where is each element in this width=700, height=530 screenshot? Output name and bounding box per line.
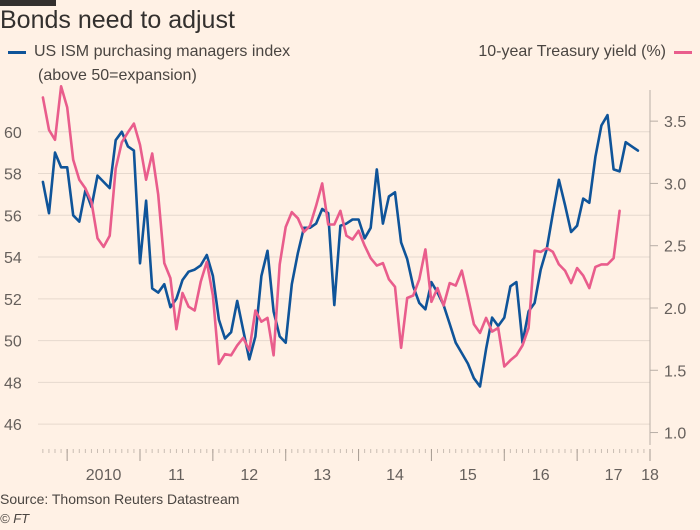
y-left-tick-label: 50 — [4, 334, 22, 351]
yield-legend-swatch — [674, 50, 692, 54]
x-tick-label: 13 — [313, 467, 331, 484]
y-right-tick-label: 1.0 — [664, 426, 686, 443]
ism-legend-swatch — [8, 50, 26, 54]
ism-legend-label: US ISM purchasing managers index — [34, 43, 291, 60]
x-tick-label: 2010 — [86, 467, 122, 484]
y-axis-left: 46 48 50 52 54 56 58 60 — [4, 125, 22, 434]
brand-bar — [0, 0, 56, 6]
y-right-tick-label: 1.5 — [664, 363, 686, 380]
yield-series-line — [41, 85, 621, 368]
y-left-tick-label: 48 — [4, 375, 22, 392]
x-tick-label: 14 — [386, 467, 404, 484]
legend-ism: US ISM purchasing managers index (above … — [8, 40, 290, 88]
y-left-tick-label: 54 — [4, 250, 22, 267]
y-left-tick-label: 56 — [4, 208, 22, 225]
chart-title: Bonds need to adjust — [0, 6, 235, 34]
x-tick-label: 17 — [605, 467, 623, 484]
source-note: Source: Thomson Reuters Datastream — [0, 491, 240, 507]
legend-yield: 10-year Treasury yield (%) — [478, 40, 692, 64]
x-tick-label: 11 — [168, 467, 185, 484]
ft-credit: © FT — [0, 511, 30, 526]
y-right-tick-label: 3.0 — [664, 176, 686, 193]
x-tick-label: 18 — [641, 467, 659, 484]
ism-legend-sublabel: (above 50=expansion) — [38, 67, 197, 84]
y-right-tick-label: 2.5 — [664, 239, 686, 256]
grid — [38, 131, 650, 425]
y-left-tick-label: 58 — [4, 167, 22, 184]
y-right-tick-label: 3.5 — [664, 114, 686, 131]
y-left-tick-label: 46 — [4, 417, 22, 434]
x-tick-label: 15 — [459, 467, 477, 484]
y-left-tick-label: 60 — [4, 125, 22, 142]
ism-series-line — [41, 113, 640, 388]
x-tick-label: 16 — [532, 467, 550, 484]
yield-legend-label: 10-year Treasury yield (%) — [478, 43, 666, 60]
x-axis: 2010 11 12 13 14 15 16 17 18 — [42, 449, 659, 484]
series-lines — [41, 85, 640, 388]
y-right-tick-label: 2.0 — [664, 301, 686, 318]
y-axis-right: 1.0 1.5 2.0 2.5 3.0 3.5 — [649, 90, 686, 445]
y-left-tick-label: 52 — [4, 292, 22, 309]
x-tick-label: 12 — [240, 467, 258, 484]
